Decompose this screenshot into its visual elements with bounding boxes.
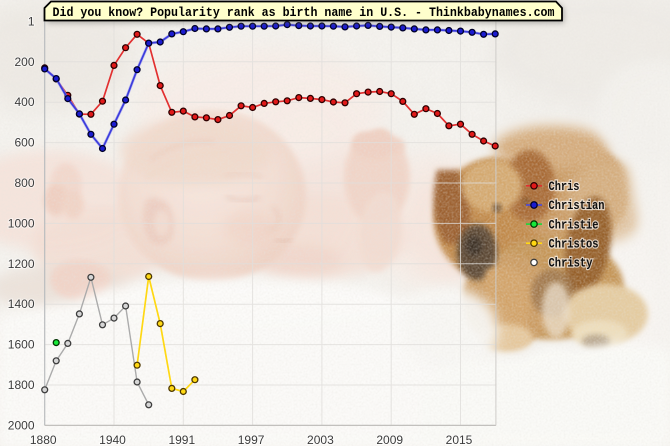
- svg-text:1: 1: [28, 15, 35, 29]
- svg-text:Chris: Chris: [549, 180, 580, 194]
- svg-text:200: 200: [14, 55, 34, 69]
- svg-text:2015: 2015: [446, 433, 473, 446]
- svg-text:Christian: Christian: [549, 199, 605, 213]
- svg-text:1400: 1400: [8, 297, 35, 311]
- svg-text:1940: 1940: [99, 433, 126, 446]
- svg-text:1200: 1200: [8, 257, 35, 271]
- svg-text:1600: 1600: [8, 338, 35, 352]
- svg-text:1000: 1000: [8, 216, 35, 230]
- svg-text:400: 400: [14, 95, 34, 109]
- svg-text:Christy: Christy: [549, 257, 593, 271]
- svg-text:1880: 1880: [30, 433, 57, 446]
- svg-text:1997: 1997: [238, 433, 265, 446]
- svg-text:800: 800: [14, 176, 34, 190]
- svg-text:1800: 1800: [8, 378, 35, 392]
- svg-text:Did you know? Popularity rank: Did you know? Popularity rank as birth n…: [53, 5, 555, 20]
- svg-text:2003: 2003: [307, 433, 334, 446]
- svg-text:1991: 1991: [168, 433, 195, 446]
- svg-text:600: 600: [14, 136, 34, 150]
- svg-text:2000: 2000: [8, 418, 35, 432]
- svg-text:Christos: Christos: [549, 237, 599, 251]
- svg-text:2009: 2009: [376, 433, 403, 446]
- svg-text:Christie: Christie: [549, 218, 599, 232]
